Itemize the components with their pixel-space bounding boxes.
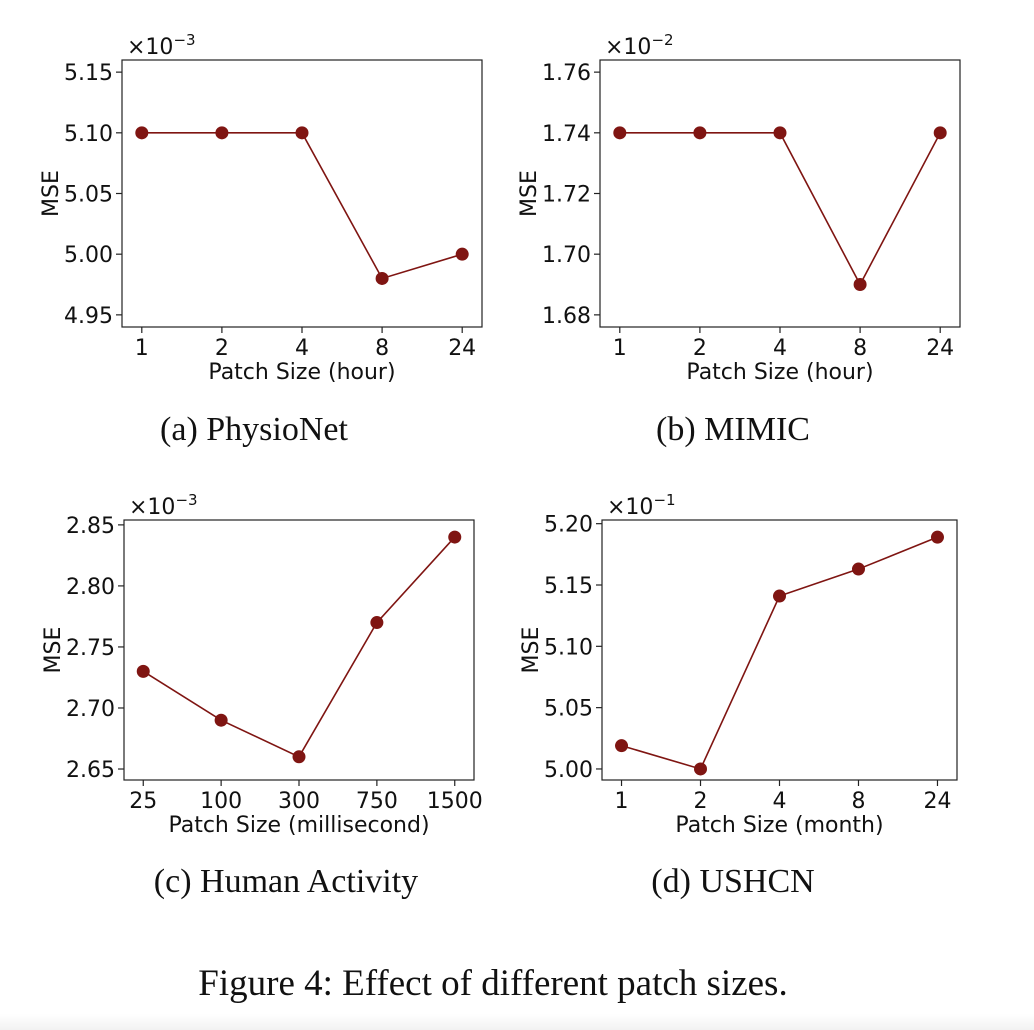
y-scale-factor: ×10−3 <box>129 491 198 520</box>
y-scale-factor: ×10−1 <box>607 491 676 520</box>
x-tick-label: 24 <box>926 336 954 361</box>
plot-frame <box>599 59 961 328</box>
y-axis-label: MSE <box>517 170 542 217</box>
y-scale-factor: ×10−3 <box>127 31 196 60</box>
subfigure-caption: (c) Human Activity <box>154 863 418 900</box>
data-point <box>930 530 944 544</box>
data-point <box>615 739 629 753</box>
y-axis-label: MSE <box>39 170 64 217</box>
y-tick-label: 2.70 <box>66 697 115 722</box>
x-tick-label: 1 <box>615 789 629 814</box>
data-point <box>933 126 947 140</box>
data-point <box>370 616 384 630</box>
x-tick-label: 8 <box>375 336 389 361</box>
figure-caption: Figure 4: Effect of different patch size… <box>198 963 787 1004</box>
series-line <box>621 536 938 770</box>
x-tick-label: 2 <box>215 336 229 361</box>
plot-frame <box>601 519 958 781</box>
x-tick-label: 1 <box>613 336 627 361</box>
y-tick-label: 1.74 <box>542 122 591 147</box>
data-point <box>773 589 786 603</box>
series-line <box>619 132 941 287</box>
plot-frame <box>121 59 483 328</box>
y-tick-label: 5.15 <box>64 61 113 86</box>
data-point <box>853 278 867 292</box>
y-axis-label: MSE <box>41 627 66 674</box>
bottom-edge <box>0 1014 1034 1030</box>
series-line <box>142 536 456 758</box>
x-tick-label: 2 <box>694 789 708 814</box>
x-tick-label: 24 <box>923 789 951 814</box>
subfigure-caption: (a) PhysioNet <box>160 411 348 448</box>
series-line <box>141 132 463 280</box>
data-point <box>375 271 389 285</box>
data-point <box>455 247 469 261</box>
x-tick-label: 750 <box>356 789 398 814</box>
data-point <box>135 126 149 140</box>
y-scale-factor: ×10−2 <box>605 31 674 60</box>
y-tick-label: 5.00 <box>64 243 113 268</box>
x-tick-label: 4 <box>295 336 309 361</box>
x-tick-label: 4 <box>773 336 787 361</box>
x-tick-label: 4 <box>773 789 787 814</box>
x-axis-label: Patch Size (month) <box>675 813 883 838</box>
data-point <box>851 562 865 576</box>
subfigure-caption: (b) MIMIC <box>656 411 810 448</box>
y-tick-label: 5.15 <box>544 574 593 599</box>
y-tick-label: 2.80 <box>66 575 115 600</box>
y-tick-label: 5.05 <box>64 183 113 208</box>
x-tick-label: 24 <box>448 336 476 361</box>
x-axis-label: Patch Size (millisecond) <box>168 813 429 838</box>
y-tick-label: 4.95 <box>64 304 113 329</box>
data-point <box>136 664 150 678</box>
y-tick-label: 5.20 <box>544 513 593 538</box>
y-tick-label: 2.75 <box>66 636 115 661</box>
data-point <box>448 530 462 544</box>
x-axis-label: Patch Size (hour) <box>208 360 395 385</box>
y-axis-label: MSE <box>519 627 544 674</box>
x-axis-label: Patch Size (hour) <box>686 360 873 385</box>
x-tick-label: 1 <box>135 336 149 361</box>
data-point <box>693 126 707 140</box>
data-point <box>292 750 306 764</box>
x-tick-label: 100 <box>200 789 242 814</box>
y-tick-label: 1.72 <box>542 183 591 208</box>
y-tick-label: 1.76 <box>542 61 591 86</box>
subfigure-caption: (d) USHCN <box>651 863 814 900</box>
data-point <box>613 126 627 140</box>
y-tick-label: 5.10 <box>64 122 113 147</box>
y-tick-label: 1.68 <box>542 304 591 329</box>
x-tick-label: 25 <box>129 789 157 814</box>
y-tick-label: 2.85 <box>66 514 115 539</box>
x-tick-label: 300 <box>278 789 320 814</box>
y-tick-label: 5.05 <box>544 697 593 722</box>
y-tick-label: 2.65 <box>66 758 115 783</box>
data-point <box>214 713 228 727</box>
x-tick-label: 8 <box>851 789 865 814</box>
y-tick-label: 5.00 <box>544 758 593 783</box>
x-tick-label: 8 <box>853 336 867 361</box>
plot-frame <box>123 519 475 781</box>
data-point <box>215 126 229 140</box>
data-point <box>694 762 708 776</box>
x-tick-label: 1500 <box>427 789 483 814</box>
data-point <box>295 126 309 140</box>
y-tick-label: 1.70 <box>542 243 591 268</box>
data-point <box>773 126 787 140</box>
chart-panel-3: 2.65 2.70 2.75 2.80 2.85 25 100 300 750 1500 ×10−3… <box>41 491 483 900</box>
y-tick-label: 5.10 <box>544 635 593 660</box>
x-tick-label: 2 <box>693 336 707 361</box>
